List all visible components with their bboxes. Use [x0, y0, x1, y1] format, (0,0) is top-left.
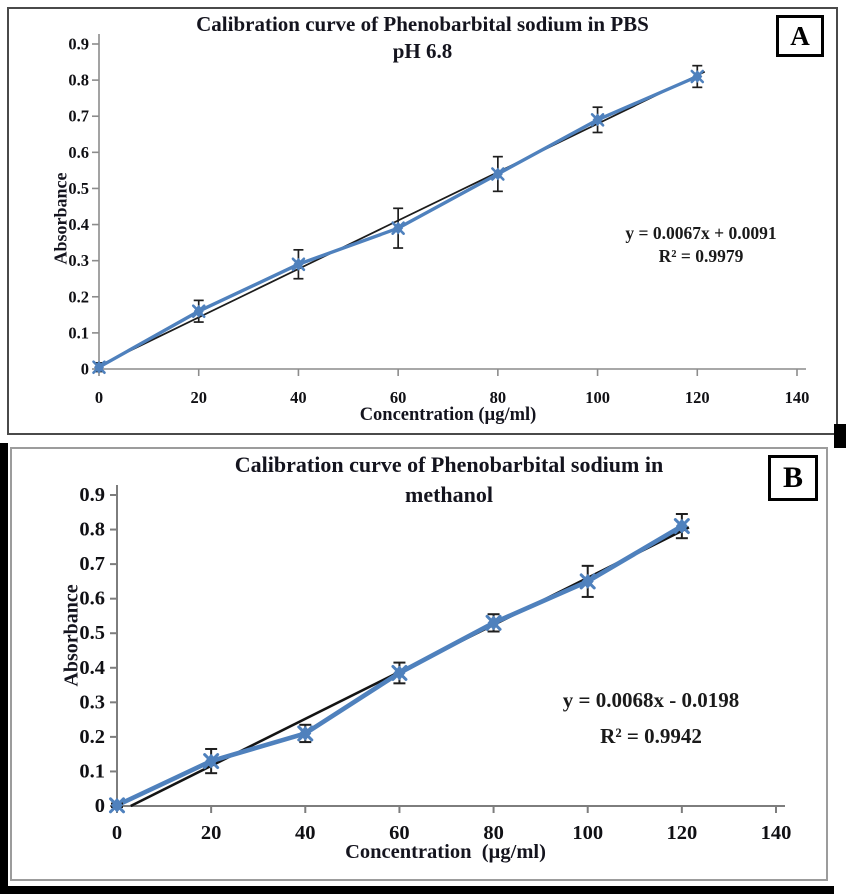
svg-text:0.4: 0.4 — [79, 657, 105, 679]
panel-b-frame-bottom — [0, 886, 834, 894]
svg-text:0.9: 0.9 — [79, 484, 105, 506]
svg-text:0: 0 — [95, 795, 105, 817]
y-axis-title-a: Absorbance — [50, 172, 71, 265]
chart-title-a-line2: pH 6.8 — [392, 39, 453, 63]
svg-text:0: 0 — [95, 388, 103, 407]
svg-text:100: 100 — [585, 388, 610, 407]
svg-text:0.5: 0.5 — [79, 622, 105, 644]
chart-title-b: Calibration curve of Phenobarbital sodiu… — [102, 450, 796, 510]
svg-text:80: 80 — [483, 822, 504, 844]
svg-text:0: 0 — [81, 360, 89, 379]
svg-text:0.6: 0.6 — [68, 143, 89, 162]
panel-letter-a: A — [790, 21, 810, 51]
svg-text:0.3: 0.3 — [68, 251, 89, 270]
equation-text-a: y = 0.0067x + 0.0091 — [625, 223, 777, 243]
r-squared-a: R² = 0.9979 — [658, 246, 744, 266]
svg-text:0.1: 0.1 — [79, 760, 105, 782]
svg-text:0.2: 0.2 — [79, 726, 105, 748]
svg-text:0.9: 0.9 — [68, 35, 89, 54]
calibration-chart-pbs: 0 0.1 0.2 0.3 0.4 0.5 0.6 0.7 0.8 0.9 0 20 40 60 80 100… — [68, 34, 810, 407]
panel-b-frame-left — [0, 443, 8, 894]
svg-text:40: 40 — [295, 822, 316, 844]
trendline-equation-a: y = 0.0067x + 0.0091 R² = 0.9979 — [576, 222, 826, 268]
panel-label-b: B — [768, 455, 818, 501]
svg-text:0: 0 — [112, 822, 122, 844]
calibration-chart-methanol: 0 0.1 0.2 0.3 0.4 0.5 0.6 0.7 0.8 0.9 0 20 40 60 80 100… — [79, 484, 792, 844]
svg-text:120: 120 — [685, 388, 710, 407]
panel-b-frame-corner — [834, 424, 846, 448]
svg-text:80: 80 — [490, 388, 507, 407]
svg-text:0.4: 0.4 — [68, 215, 89, 234]
panel-a: 0 0.1 0.2 0.3 0.4 0.5 0.6 0.7 0.8 0.9 0 20 40 60 80 100… — [7, 7, 838, 435]
chart-title-a: Calibration curve of Phenobarbital sodiu… — [79, 11, 766, 65]
svg-text:0.7: 0.7 — [68, 107, 89, 126]
svg-text:0.3: 0.3 — [79, 691, 105, 713]
svg-text:0.1: 0.1 — [68, 323, 89, 342]
svg-text:60: 60 — [390, 388, 407, 407]
svg-text:60: 60 — [389, 822, 410, 844]
panel-label-a: A — [776, 15, 824, 57]
panel-letter-b: B — [782, 461, 803, 494]
svg-text:20: 20 — [190, 388, 207, 407]
svg-text:140: 140 — [785, 388, 810, 407]
svg-text:20: 20 — [201, 822, 222, 844]
svg-text:40: 40 — [290, 388, 307, 407]
chart-title-b-line1: Calibration curve of Phenobarbital sodiu… — [234, 452, 664, 477]
y-axis-title-b: Absorbance — [60, 584, 83, 687]
svg-text:0.6: 0.6 — [79, 588, 105, 610]
x-axis-title-a: Concentration (µg/ml) — [359, 405, 537, 425]
svg-text:0.8: 0.8 — [79, 519, 105, 541]
chart-title-b-line2: methanol — [405, 482, 493, 507]
svg-text:140: 140 — [761, 822, 792, 844]
equation-text-b: y = 0.0068x - 0.0198 — [562, 688, 740, 712]
svg-text:0.8: 0.8 — [68, 71, 89, 90]
svg-text:120: 120 — [666, 822, 697, 844]
svg-text:0.2: 0.2 — [68, 287, 89, 306]
svg-text:100: 100 — [572, 822, 603, 844]
panel-b: 0 0.1 0.2 0.3 0.4 0.5 0.6 0.7 0.8 0.9 0 20 40 60 80 100… — [10, 447, 828, 881]
chart-title-a-line1: Calibration curve of Phenobarbital sodiu… — [196, 12, 649, 36]
r-squared-b: R² = 0.9942 — [600, 724, 702, 748]
trendline-equation-b: y = 0.0068x - 0.0198 R² = 0.9942 — [476, 687, 826, 750]
svg-text:0.7: 0.7 — [79, 553, 105, 575]
svg-text:0.5: 0.5 — [68, 179, 89, 198]
x-axis-title-b: Concentration (µg/ml) — [345, 841, 546, 863]
